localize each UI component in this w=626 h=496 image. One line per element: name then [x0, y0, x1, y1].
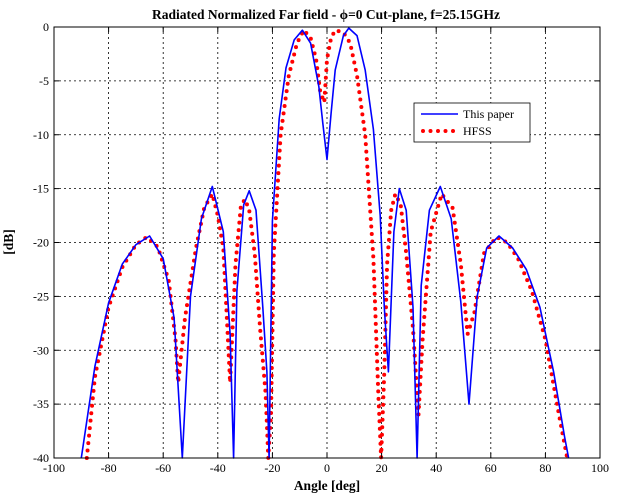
y-tick-label: -40: [33, 451, 49, 465]
y-axis-ticks: 0 -5 -10 -15 -20 -25 -30 -35 -40: [33, 20, 600, 465]
y-tick-label: -15: [33, 182, 49, 196]
y-tick-label: -10: [33, 128, 49, 142]
x-tick-label: -20: [264, 461, 280, 475]
y-tick-label: -30: [33, 343, 49, 357]
x-tick-label: -40: [210, 461, 226, 475]
legend: This paper HFSS: [413, 102, 531, 143]
x-axis-ticks: -100 -80 -60 -40 -20 0 20 40 60 80 100: [43, 27, 609, 475]
x-tick-label: -100: [43, 461, 65, 475]
x-tick-label: 20: [376, 461, 388, 475]
legend-box: [413, 102, 531, 143]
y-axis-label: [dB]: [1, 229, 16, 255]
x-axis-label: Angle [deg]: [294, 478, 360, 493]
y-tick-label: 0: [43, 20, 49, 34]
x-tick-label: -60: [155, 461, 171, 475]
y-tick-label: -5: [39, 74, 49, 88]
y-tick-label: -25: [33, 289, 49, 303]
x-tick-label: 80: [539, 461, 551, 475]
series-hfss-line: [84, 28, 570, 460]
x-tick-label: 0: [324, 461, 330, 475]
y-tick-label: -35: [33, 397, 49, 411]
grid-lines: [54, 27, 600, 458]
x-tick-label: 100: [591, 461, 609, 475]
series-this-paper-line: [80, 27, 570, 459]
x-tick-label: 40: [430, 461, 442, 475]
x-tick-label: -80: [101, 461, 117, 475]
x-tick-label: 60: [485, 461, 497, 475]
series-layer: [80, 27, 570, 460]
legend-label-this-paper: This paper: [463, 107, 514, 121]
chart-title: Radiated Normalized Far field - ϕ=0 Cut-…: [152, 7, 500, 22]
legend-label-hfss: HFSS: [463, 124, 492, 138]
y-tick-label: -20: [33, 236, 49, 250]
